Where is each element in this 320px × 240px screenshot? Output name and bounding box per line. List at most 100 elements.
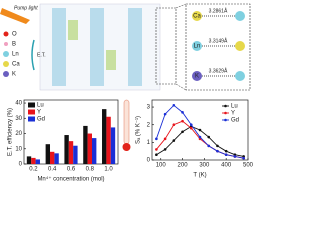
y-tick-label: 0: [19, 162, 23, 168]
bar: [26, 156, 32, 164]
legend-label: B: [12, 42, 16, 48]
atom: [235, 11, 245, 21]
bar: [50, 151, 55, 164]
point: [189, 126, 193, 130]
x-tick-label: 400: [221, 163, 232, 169]
atom-label: K: [195, 74, 199, 80]
bar: [64, 135, 69, 164]
point: [224, 153, 228, 157]
point: [233, 155, 237, 158]
point: [163, 148, 167, 151]
legend-label: Y: [37, 110, 41, 116]
point: [172, 123, 176, 127]
bar: [45, 144, 51, 164]
bar: [102, 109, 107, 164]
bar: [87, 133, 92, 164]
point: [207, 135, 211, 139]
x-tick-label: 0.6: [67, 167, 76, 173]
connector: [175, 83, 187, 91]
atom: [192, 11, 202, 21]
bar: [73, 145, 78, 164]
point: [163, 137, 167, 141]
transfer-arrow: [31, 39, 35, 71]
layer: [90, 8, 104, 86]
legend-marker: [224, 104, 227, 108]
y-tick-label: 0: [147, 158, 151, 164]
bar: [106, 116, 111, 164]
legend-label: Y: [231, 111, 235, 117]
legend-label: Lu: [231, 104, 238, 110]
figure: Ca Ln K 3.2861Å 3.3149Å 3.3629Å Pump lig…: [0, 3, 253, 183]
y-axis-title: E.T. efficiency (%): [8, 108, 14, 156]
legend-label: Gd: [37, 117, 45, 123]
point: [224, 149, 228, 153]
y-tick-label: 30: [15, 116, 22, 122]
point: [155, 153, 158, 157]
polyhedron: [106, 50, 116, 70]
bar: [91, 138, 97, 164]
y-tick-label: 10: [15, 146, 22, 152]
y-tick-label: 3: [147, 105, 151, 111]
x-tick-label: 0.2: [29, 167, 38, 173]
x-axis-title: Mn⁴⁺ concentration (mol): [37, 176, 104, 183]
x-tick-label: 1.0: [104, 167, 113, 173]
legend-swatch: [28, 109, 35, 115]
x-tick-label: 300: [199, 163, 210, 169]
x-tick-label: 200: [178, 163, 189, 169]
point: [181, 111, 184, 114]
point: [172, 139, 176, 142]
point: [155, 148, 158, 151]
legend-atom: [3, 61, 9, 67]
x-tick-label: 100: [156, 163, 167, 169]
point: [172, 103, 176, 107]
atom-label: Ca: [193, 14, 201, 20]
point: [198, 135, 202, 139]
pump-arrow: [0, 8, 30, 24]
legend-atom: [3, 51, 9, 57]
bar: [68, 141, 74, 164]
plot-frame: [151, 99, 249, 161]
bar: [110, 127, 116, 164]
atom-label: Ln: [194, 44, 201, 50]
bar: [83, 125, 88, 164]
x-tick-label: 0.8: [86, 167, 95, 173]
legend-label: K: [12, 72, 16, 78]
point: [198, 128, 202, 132]
point: [216, 149, 219, 153]
atom: [192, 71, 202, 81]
distance: 3.3149Å: [209, 37, 228, 44]
y-axis-title: Sₐ (% K⁻¹): [136, 116, 142, 144]
polyhedron: [68, 20, 78, 40]
thermometer: [122, 99, 131, 151]
point: [242, 156, 245, 160]
atom: [235, 41, 245, 51]
legend-label: Ca: [12, 62, 20, 68]
atom: [235, 71, 245, 81]
atom: [192, 41, 202, 51]
y-tick-label: 20: [15, 131, 22, 137]
point: [163, 112, 167, 116]
x-tick-label: 0.4: [48, 167, 57, 173]
legend-label: O: [12, 32, 17, 38]
distance: 3.3629Å: [209, 67, 228, 74]
bar: [54, 153, 59, 164]
bar: [35, 159, 40, 164]
legend-swatch: [28, 102, 35, 108]
point: [189, 123, 193, 127]
y-tick-label: 40: [15, 101, 22, 107]
legend-atom: [3, 71, 9, 77]
x-axis-title: T (K): [193, 173, 206, 179]
legend-marker: [224, 118, 227, 122]
point: [216, 144, 219, 148]
point: [181, 119, 184, 123]
y-tick-label: 1: [147, 140, 151, 146]
point: [155, 137, 158, 141]
y-tick-label: 2: [147, 122, 151, 128]
transfer-label: E.T.: [37, 52, 46, 58]
legend-label: Gd: [231, 118, 239, 124]
legend-atom: [4, 42, 8, 46]
selection: [155, 7, 177, 85]
legend-marker: [224, 111, 227, 115]
distance: 3.2861Å: [209, 7, 228, 14]
layer: [52, 8, 66, 86]
